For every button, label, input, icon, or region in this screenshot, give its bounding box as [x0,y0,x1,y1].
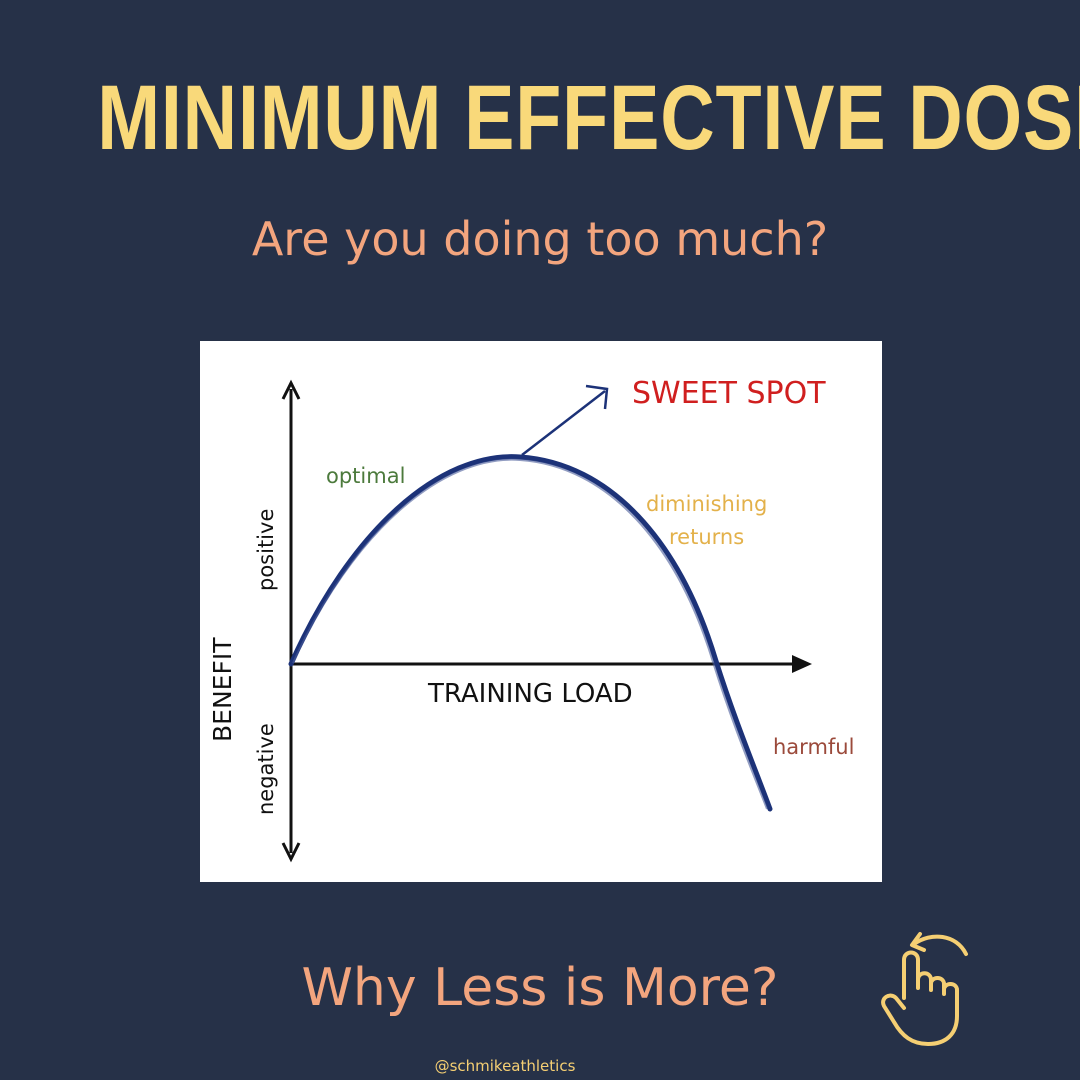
y-axis-label: BENEFIT [208,637,237,742]
sweet-spot-arrow [521,390,606,456]
author-handle[interactable]: @schmikeathletics [434,1057,576,1075]
benefit-curve [288,454,773,812]
page-title: MINIMUM EFFECTIVE DOSE [97,67,1080,169]
y-axis-arrow-down [281,842,301,863]
y-axis-arrow-up [281,379,301,400]
sweet-spot-label: SWEET SPOT [632,376,826,411]
page-subtitle: Are you doing too much? [251,212,829,266]
returns-label: returns [669,525,744,549]
swipe-hand-icon[interactable] [876,926,992,1050]
diagram-panel: SWEET SPOT optimal diminishing returns h… [200,341,882,882]
x-axis-label: TRAINING LOAD [427,679,633,709]
diminishing-label: diminishing [646,492,767,516]
cta-text: Why Less is More? [301,958,779,1018]
sweet-spot-arrowhead [585,384,609,410]
optimal-label: optimal [326,464,405,488]
negative-label: negative [254,723,278,815]
benefit-curve-shadow [292,458,768,810]
positive-label: positive [254,509,278,591]
x-axis-arrowhead [792,655,812,673]
benefit-curve-diagram: SWEET SPOT optimal diminishing returns h… [208,376,854,863]
harmful-label: harmful [773,735,854,759]
